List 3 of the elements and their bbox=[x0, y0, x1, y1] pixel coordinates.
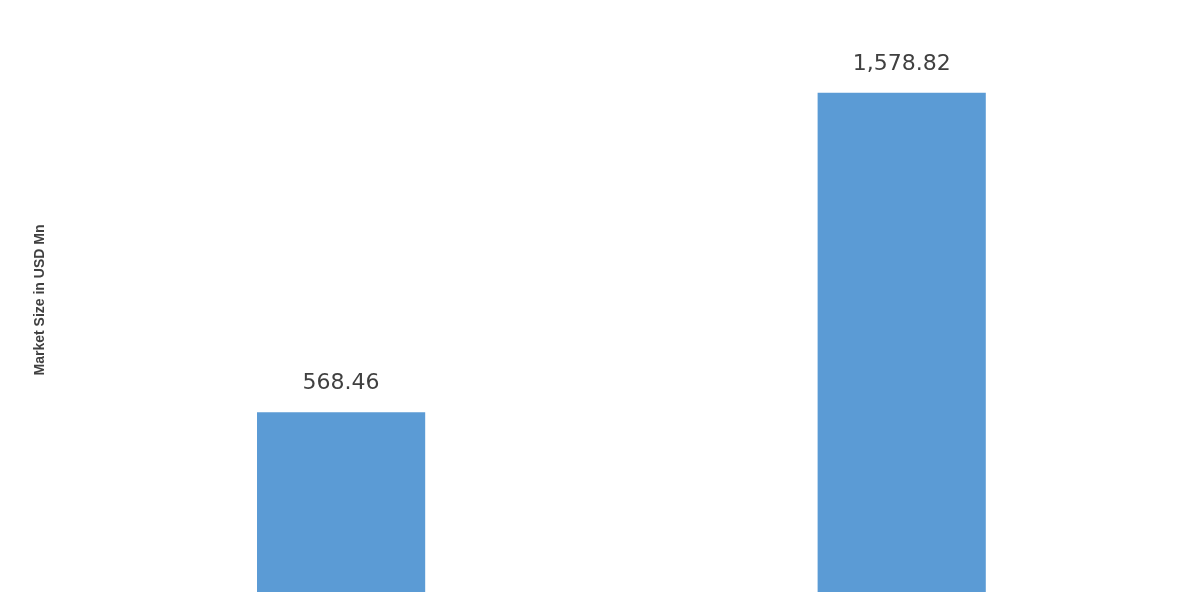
data-label: 568.46 bbox=[302, 369, 380, 394]
y-axis-title: Market Size in USD Mn bbox=[31, 224, 48, 376]
data-label: 1,578.82 bbox=[852, 49, 951, 75]
